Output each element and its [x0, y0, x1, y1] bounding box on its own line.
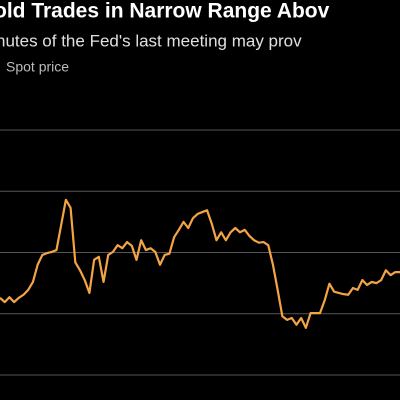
data-line [0, 198, 400, 329]
legend-label: Spot price [6, 59, 69, 75]
chart-title: old Trades in Narrow Range Abov [0, 0, 330, 23]
chart-subtitle: nutes of the Fed's last meeting may prov [0, 31, 302, 50]
